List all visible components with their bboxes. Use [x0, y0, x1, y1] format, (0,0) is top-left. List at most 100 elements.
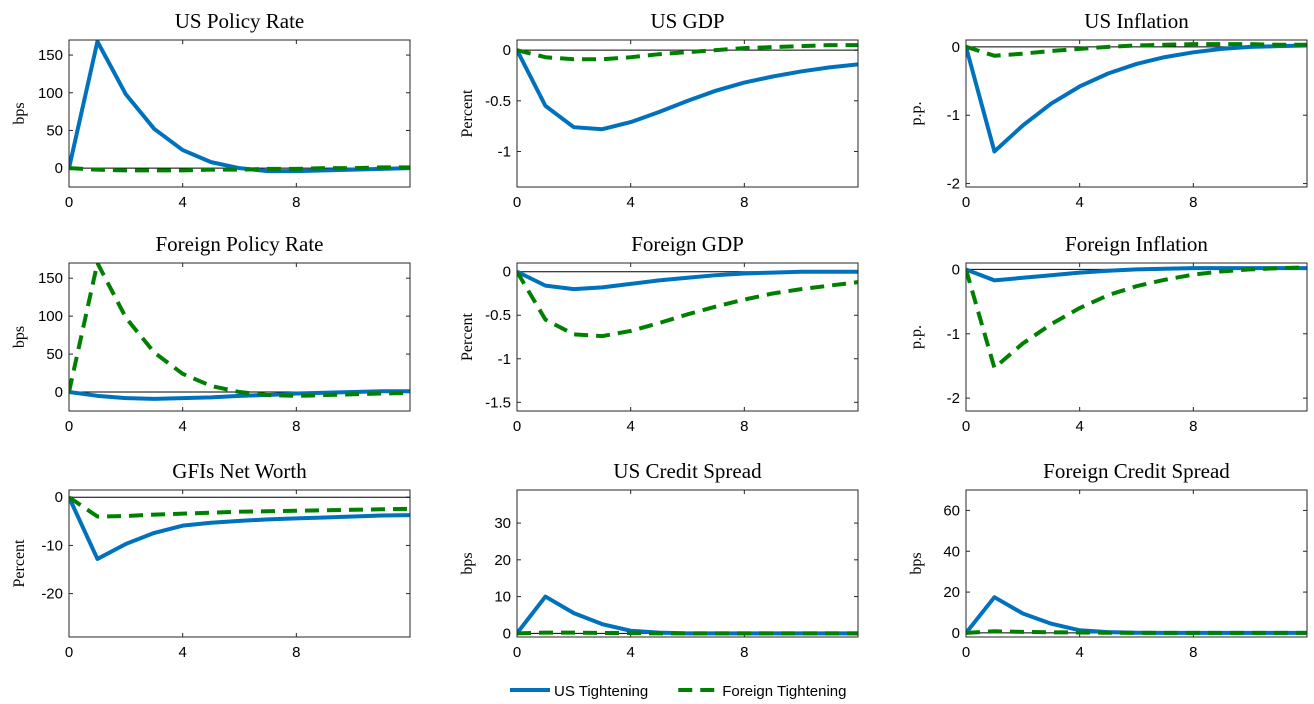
- series-line: [966, 266, 1307, 283]
- x-tick-label: 4: [178, 194, 186, 211]
- series-line: [966, 43, 1307, 154]
- panel-title: Foreign Credit Spread: [1043, 459, 1230, 483]
- series-line: [517, 630, 858, 636]
- y-tick-label: -1: [498, 144, 511, 161]
- y-axis-label: bps: [11, 326, 28, 348]
- y-tick-label: 0: [952, 261, 960, 278]
- y-tick-label: -20: [41, 586, 63, 603]
- y-axis-label: Percent: [459, 312, 476, 361]
- y-tick-label: 20: [494, 552, 511, 569]
- x-tick-label: 4: [1075, 194, 1083, 211]
- x-tick-label: 8: [740, 194, 748, 211]
- y-axis-label: Percent: [11, 539, 28, 588]
- y-tick-label: 0: [55, 384, 63, 401]
- y-axis-label: bps: [11, 102, 28, 124]
- y-axis-label: Percent: [459, 89, 476, 138]
- plot-frame: [965, 262, 1308, 412]
- x-tick-label: 4: [178, 418, 186, 435]
- series-line: [517, 49, 858, 132]
- series-line: [69, 165, 410, 173]
- y-tick-label: -2: [947, 176, 960, 193]
- y-tick-label: 150: [38, 270, 63, 287]
- y-tick-label: -1: [498, 351, 511, 368]
- y-tick-label: 0: [55, 489, 63, 506]
- panel-title: Foreign Inflation: [1065, 232, 1208, 256]
- plot-frame: [965, 39, 1308, 188]
- plot-frame: [68, 262, 411, 412]
- x-tick-label: 0: [513, 194, 521, 211]
- x-tick-label: 4: [1075, 644, 1083, 661]
- y-tick-label: 60: [943, 502, 960, 519]
- y-axis-label: p.p.: [908, 102, 925, 126]
- x-tick-label: 0: [962, 418, 970, 435]
- y-tick-label: 0: [503, 42, 511, 59]
- y-tick-label: -1: [947, 107, 960, 124]
- y-tick-label: 50: [46, 122, 63, 139]
- y-tick-label: 40: [943, 543, 960, 560]
- series-line: [69, 389, 410, 401]
- panel-title: US Credit Spread: [613, 459, 762, 483]
- series-line: [517, 270, 858, 339]
- x-tick-label: 8: [740, 644, 748, 661]
- y-axis-label: p.p.: [908, 325, 925, 349]
- y-axis-label: bps: [908, 552, 925, 574]
- plot-frame: [516, 39, 859, 188]
- y-tick-label: -0.5: [485, 93, 511, 110]
- series-line: [966, 265, 1307, 370]
- y-tick-label: -1.5: [485, 394, 511, 411]
- series-line: [517, 269, 858, 292]
- y-tick-label: 10: [494, 589, 511, 606]
- x-tick-label: 4: [626, 644, 634, 661]
- series-line: [69, 40, 410, 174]
- legend-label: US Tightening: [554, 683, 648, 700]
- y-tick-label: 150: [38, 47, 63, 64]
- plot-frame: [68, 489, 411, 638]
- panel-title: US Policy Rate: [175, 9, 305, 33]
- y-tick-label: -0.5: [485, 307, 511, 324]
- y-tick-label: -1: [947, 326, 960, 343]
- x-tick-label: 8: [1189, 644, 1197, 661]
- plot-frame: [68, 39, 411, 188]
- series-line: [69, 263, 410, 398]
- series-line: [966, 629, 1307, 635]
- x-tick-label: 4: [626, 418, 634, 435]
- y-tick-label: 0: [55, 160, 63, 177]
- x-tick-label: 8: [1189, 418, 1197, 435]
- series-line: [69, 496, 410, 561]
- plot-frame: [965, 489, 1308, 638]
- series-line: [517, 43, 858, 62]
- series-line: [966, 595, 1307, 635]
- legend-label: Foreign Tightening: [722, 683, 846, 700]
- series-line: [69, 495, 410, 519]
- x-tick-label: 8: [292, 644, 300, 661]
- panel-title: US GDP: [650, 9, 724, 33]
- x-tick-label: 0: [65, 644, 73, 661]
- x-tick-label: 0: [513, 418, 521, 435]
- x-tick-label: 0: [962, 194, 970, 211]
- x-tick-label: 4: [1075, 418, 1083, 435]
- x-tick-label: 4: [626, 194, 634, 211]
- x-tick-label: 0: [962, 644, 970, 661]
- y-tick-label: 100: [38, 85, 63, 102]
- y-tick-label: -2: [947, 390, 960, 407]
- x-tick-label: 0: [65, 194, 73, 211]
- y-tick-label: 0: [952, 39, 960, 56]
- x-tick-label: 8: [1189, 194, 1197, 211]
- panel-title: Foreign GDP: [631, 232, 744, 256]
- panel-title: GFIs Net Worth: [172, 459, 307, 483]
- panel-title: US Inflation: [1084, 9, 1189, 33]
- plot-frame: [516, 489, 859, 638]
- x-tick-label: 0: [513, 644, 521, 661]
- y-tick-label: 0: [503, 264, 511, 281]
- x-tick-label: 4: [178, 644, 186, 661]
- x-tick-label: 8: [740, 418, 748, 435]
- y-tick-label: 0: [503, 625, 511, 642]
- x-tick-label: 8: [292, 418, 300, 435]
- y-tick-label: 50: [46, 346, 63, 363]
- y-tick-label: 20: [943, 584, 960, 601]
- plot-frame: [516, 262, 859, 412]
- series-line: [966, 42, 1307, 58]
- series-line: [517, 594, 858, 636]
- y-axis-label: bps: [459, 552, 476, 574]
